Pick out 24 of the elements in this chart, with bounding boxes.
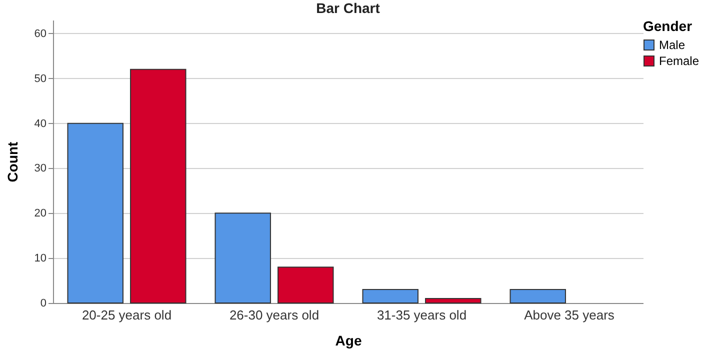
bar [362,289,418,304]
bar [278,266,334,304]
x-axis-title: Age [335,332,362,348]
y-tick-label: 50 [34,72,46,85]
bar [425,298,482,304]
x-tick-label: 26-30 years old [229,308,320,322]
y-tick-label: 40 [34,118,46,130]
bar [67,122,124,304]
legend-title: Gender [643,18,693,34]
y-axis-title: Count [4,141,20,182]
x-tick-label: Above 35 years [524,308,615,322]
y-tick-label: 20 [34,208,46,220]
legend-label: Female [659,54,700,68]
y-tick-label: 30 [34,162,46,175]
y-tick-label: 60 [34,28,46,40]
y-tick-label: 10 [34,252,46,265]
y-tick-label: 0 [40,298,46,310]
bar [214,212,271,304]
legend-label: Male [659,38,686,52]
bar [130,68,186,304]
x-tick-label: 20-25 years old [82,308,172,322]
x-tick-label: 31-35 years old [376,308,467,322]
chart-title: Bar Chart [316,0,380,16]
bar [510,289,566,304]
